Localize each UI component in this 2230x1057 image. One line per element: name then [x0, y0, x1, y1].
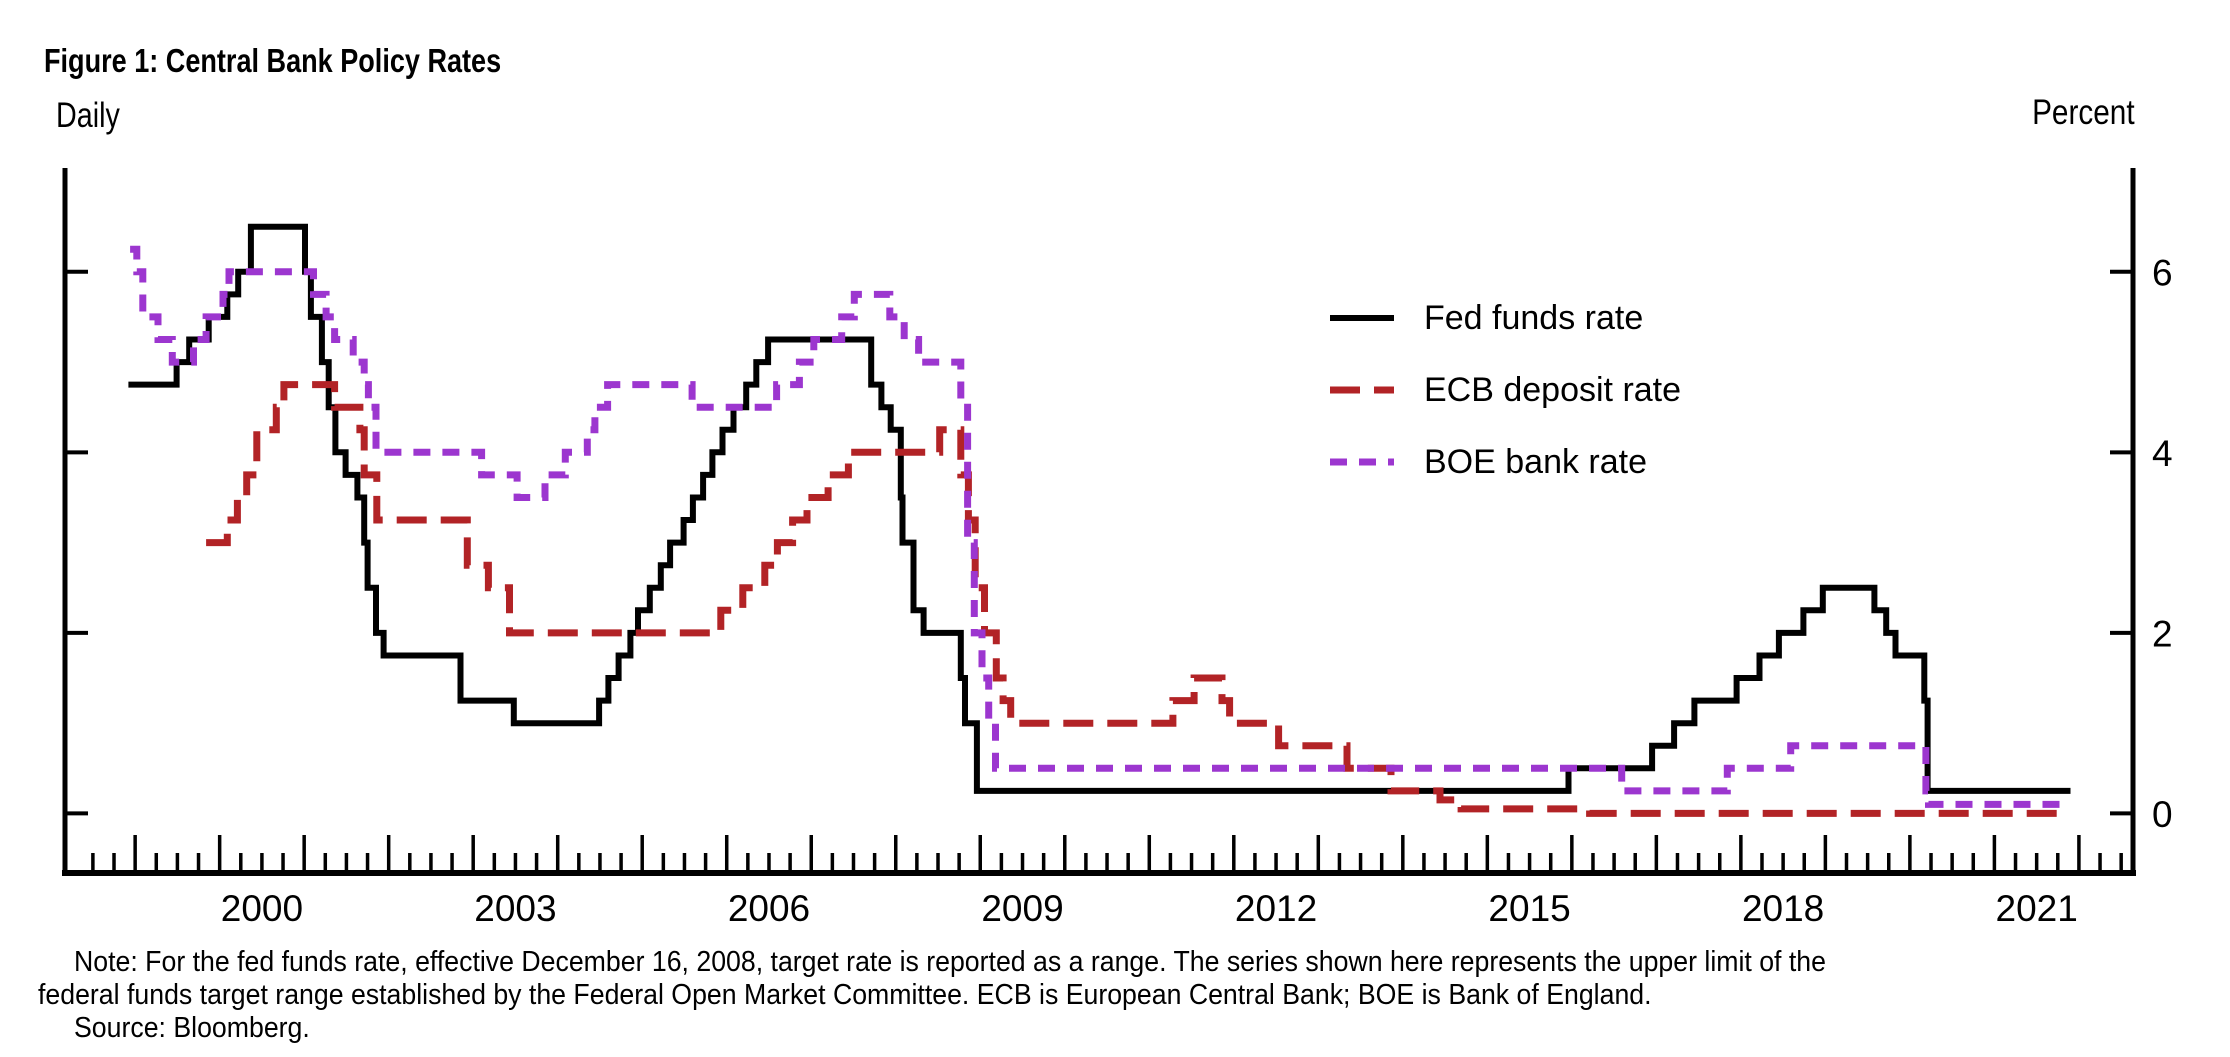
unit-label: Percent: [2032, 93, 2135, 132]
chart-legend: Fed funds rate ECB deposit rate BOE bank r…: [1330, 298, 1681, 514]
legend-item-fed-funds-rate: Fed funds rate: [1330, 298, 1681, 338]
legend-line-sample-fed-funds-rate: [1330, 315, 1394, 321]
x-tick-label: 2006: [728, 888, 810, 929]
x-tick-label: 2000: [221, 888, 303, 929]
x-tick-label: 2015: [1488, 888, 1570, 929]
y-tick-label: 4: [2152, 433, 2173, 474]
legend-line-sample-boe-bank-rate: [1330, 458, 1394, 466]
x-tick-label: 2012: [1235, 888, 1317, 929]
note-text-line-1: Note: For the fed funds rate, effective …: [74, 946, 1826, 978]
x-tick-label: 2021: [1996, 888, 2078, 929]
figure-title: Figure 1: Central Bank Policy Rates: [44, 42, 502, 79]
legend-line-sample-ecb-deposit-rate: [1330, 386, 1394, 394]
legend-label-boe-bank-rate: BOE bank rate: [1424, 442, 1648, 481]
y-tick-label: 0: [2152, 794, 2173, 835]
source-text: Source: Bloomberg.: [74, 1012, 310, 1044]
legend-label-fed-funds-rate: Fed funds rate: [1424, 298, 1644, 337]
series-line-ecb-deposit-rate: [206, 381, 2071, 817]
series-line-fed-funds-rate: [128, 223, 2071, 794]
note-text-line-2: federal funds target range established b…: [38, 979, 1652, 1011]
x-tick-label: 2003: [474, 888, 556, 929]
series-line-boe-bank-rate: [130, 245, 2071, 808]
x-tick-label: 2009: [981, 888, 1063, 929]
legend-label-ecb-deposit-rate: ECB deposit rate: [1424, 370, 1682, 409]
legend-item-boe-bank-rate: BOE bank rate: [1330, 442, 1681, 482]
y-tick-label: 6: [2152, 252, 2173, 293]
frequency-label: Daily: [56, 96, 120, 135]
legend-item-ecb-deposit-rate: ECB deposit rate: [1330, 370, 1681, 410]
y-tick-label: 2: [2152, 613, 2173, 654]
x-tick-label: 2018: [1742, 888, 1824, 929]
